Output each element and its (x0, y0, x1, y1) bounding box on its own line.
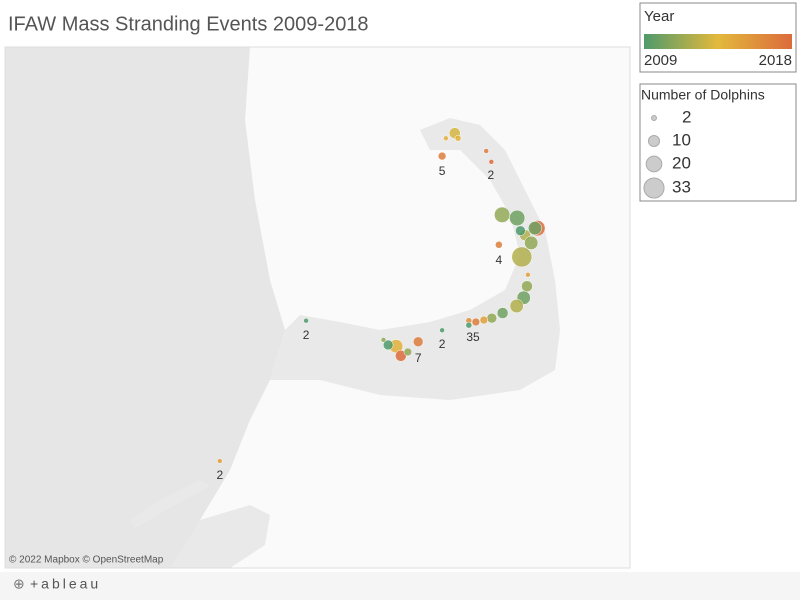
stranding-event[interactable] (483, 148, 489, 154)
size-swatch (651, 115, 657, 121)
map-label: 2 (216, 468, 223, 482)
size-swatch (647, 134, 661, 148)
stranding-event[interactable] (382, 339, 394, 351)
stranding-event[interactable] (509, 209, 526, 227)
tableau-icon[interactable]: ⊕ (13, 576, 25, 592)
stranding-event[interactable] (511, 246, 533, 268)
stranding-event[interactable] (403, 347, 413, 357)
footer-bar (0, 572, 800, 600)
legend-title: Number of Dolphins (641, 87, 765, 103)
stranding-event[interactable] (496, 307, 509, 319)
size-label: 10 (672, 130, 691, 149)
map[interactable]: 5 2 4 35 2 7 2 2 © 2022 Mapbox © OpenStreetMap (5, 47, 630, 568)
stranding-event[interactable] (443, 135, 449, 141)
stranding-event[interactable] (494, 206, 511, 223)
stranding-event[interactable] (509, 299, 524, 314)
size-swatch (643, 177, 665, 199)
stranding-event[interactable] (525, 272, 531, 278)
map-frame (4, 46, 631, 569)
map-label: 35 (466, 330, 480, 344)
cape-cod (270, 118, 560, 400)
stranding-event[interactable] (488, 159, 495, 165)
legend-max: 2018 (759, 52, 792, 69)
stranding-event[interactable] (486, 312, 498, 324)
title: IFAW Mass Stranding Events 2009-2018 (8, 13, 369, 35)
size-label: 2 (682, 107, 691, 126)
map-label: 2 (303, 328, 310, 342)
stranding-event[interactable] (412, 336, 424, 347)
size-legend (639, 83, 797, 202)
map-label: 2 (488, 168, 495, 182)
map-label: 4 (496, 253, 503, 267)
stranding-event[interactable] (495, 241, 503, 249)
stranding-event[interactable] (217, 458, 223, 464)
stranding-event[interactable] (439, 327, 445, 333)
island (130, 480, 210, 528)
size-label: 20 (672, 153, 691, 172)
stranding-event[interactable] (527, 221, 542, 236)
stranding-event[interactable] (524, 235, 539, 250)
attribution: © 2022 Mapbox © OpenStreetMap (9, 555, 164, 566)
size-swatch (645, 155, 663, 173)
size-label: 33 (672, 177, 691, 196)
stranding-event[interactable] (515, 225, 526, 236)
footer-logo[interactable]: +ableau (30, 576, 101, 592)
stranding-event[interactable] (479, 315, 489, 325)
stranding-event[interactable] (380, 337, 387, 343)
map-label: 5 (439, 164, 446, 178)
map-label: 2 (439, 337, 446, 351)
legend-min: 2009 (644, 52, 677, 69)
stranding-event[interactable] (303, 317, 309, 324)
color-ramp (644, 34, 792, 49)
map-label: 7 (415, 351, 422, 365)
island (170, 505, 270, 568)
stranding-event[interactable] (471, 317, 481, 327)
stranding-event[interactable] (465, 321, 473, 329)
stranding-event[interactable] (437, 151, 447, 161)
stranding-event[interactable] (521, 280, 533, 293)
stranding-event[interactable] (454, 134, 462, 142)
legend-title: Year (644, 8, 674, 25)
